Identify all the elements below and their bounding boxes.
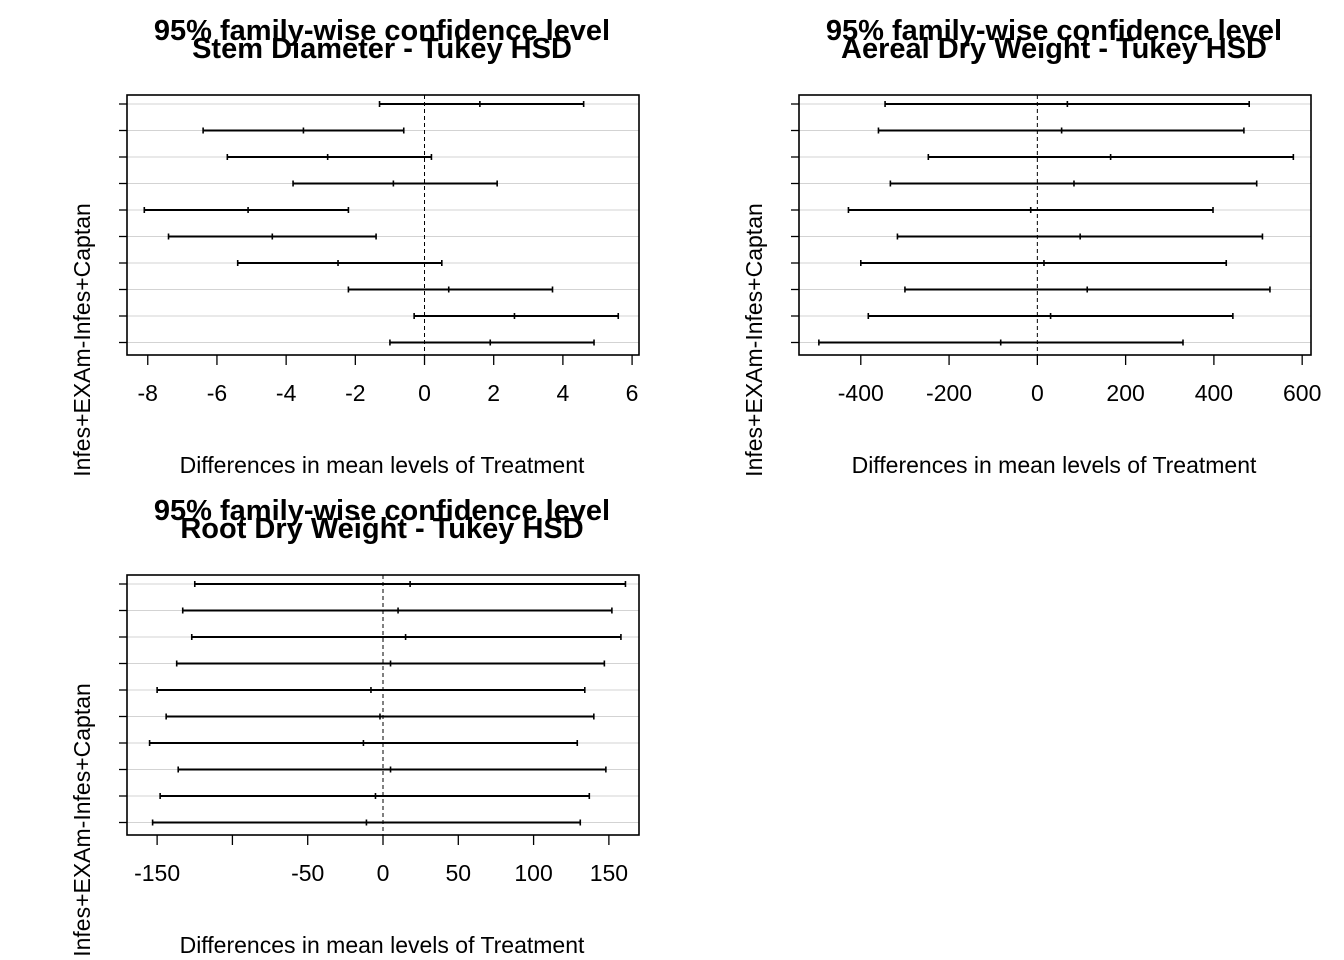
panel-2-title-line1: 95% family-wise confidence level (826, 15, 1282, 47)
x-tick-label: 400 (1195, 380, 1233, 406)
interval-3 (927, 154, 1295, 160)
panel-2-title-line2: Aereal Dry Weight - Tukey HSD (841, 33, 1267, 65)
interval-7 (148, 740, 579, 746)
interval-1 (884, 101, 1251, 107)
x-tick-label: 4 (556, 380, 569, 406)
plot-frame (798, 94, 1312, 356)
x-tick-label: 600 (1283, 380, 1321, 406)
x-tick-label: 50 (445, 860, 471, 886)
x-tick-label: -6 (207, 380, 227, 406)
interval-9 (867, 313, 1234, 319)
panel-stem-diameter: 95% family-wise confidence level Stem Di… (69, 15, 640, 478)
panel-3-title-line2: Root Dry Weight - Tukey HSD (180, 513, 583, 545)
x-tick-label: -8 (138, 380, 158, 406)
interval-8 (347, 286, 554, 293)
interval-6 (896, 233, 1264, 240)
x-tick-label: 0 (1031, 380, 1044, 406)
panel-2-y-axis-label: Infes+EXAm-Infes+Captan (741, 203, 767, 477)
panel-3-title-line1: 95% family-wise confidence level (154, 495, 610, 527)
interval-4 (889, 180, 1258, 187)
interval-1 (378, 101, 585, 107)
plot-frame (126, 94, 640, 356)
x-tick-label: 150 (590, 860, 628, 886)
panel-2-x-axis-label: Differences in mean levels of Treatment (852, 452, 1257, 478)
interval-2 (202, 127, 405, 134)
panel-root-dry-weight: 95% family-wise confidence level Root Dr… (69, 495, 640, 958)
interval-10 (818, 339, 1184, 346)
interval-8 (904, 286, 1271, 293)
interval-6 (165, 713, 595, 720)
x-tick-label: 200 (1106, 380, 1144, 406)
interval-3 (190, 634, 622, 640)
interval-9 (413, 313, 620, 319)
panel-1-title-line1: 95% family-wise confidence level (154, 15, 610, 47)
interval-4 (292, 180, 498, 187)
interval-7 (859, 260, 1228, 266)
x-tick-label: 2 (487, 380, 500, 406)
interval-2 (877, 127, 1245, 134)
panel-1-title-line2: Stem Diameter - Tukey HSD (192, 33, 572, 65)
panel-3-x-axis-label: Differences in mean levels of Treatment (180, 932, 585, 958)
panel-aereal-dry-weight: 95% family-wise confidence level Aereal … (741, 15, 1321, 478)
panel-3-y-axis-label: Infes+EXAm-Infes+Captan (69, 683, 95, 957)
x-tick-label: -400 (838, 380, 884, 406)
interval-10 (151, 819, 582, 826)
interval-3 (226, 154, 433, 160)
interval-10 (389, 339, 595, 346)
x-tick-label: 100 (514, 860, 552, 886)
interval-7 (236, 260, 443, 266)
x-tick-label: 0 (418, 380, 431, 406)
panel-1-plot-area: -8 -6 -4 -2 0 2 4 6 (119, 94, 640, 406)
panel-2-plot-area: -400 -200 0 200 400 600 (791, 94, 1321, 406)
interval-1 (193, 581, 627, 587)
x-tick-label: -2 (345, 380, 365, 406)
x-tick-label: -150 (134, 860, 180, 886)
panel-3-plot-area: -150 -50 0 50 100 150 (119, 574, 640, 886)
panel-1-y-axis-label: Infes+EXAm-Infes+Captan (69, 203, 95, 477)
interval-5 (143, 207, 350, 213)
interval-5 (847, 207, 1214, 213)
x-tick-label: -200 (926, 380, 972, 406)
interval-5 (156, 687, 586, 693)
interval-4 (175, 660, 606, 667)
x-tick-label: -4 (276, 380, 297, 406)
x-tick-label: 0 (377, 860, 390, 886)
interval-9 (159, 793, 591, 799)
x-tick-label: 6 (626, 380, 639, 406)
interval-6 (167, 233, 377, 240)
x-tick-label: -50 (291, 860, 324, 886)
panel-1-x-axis-label: Differences in mean levels of Treatment (180, 452, 585, 478)
interval-2 (181, 607, 613, 614)
interval-8 (177, 766, 607, 773)
